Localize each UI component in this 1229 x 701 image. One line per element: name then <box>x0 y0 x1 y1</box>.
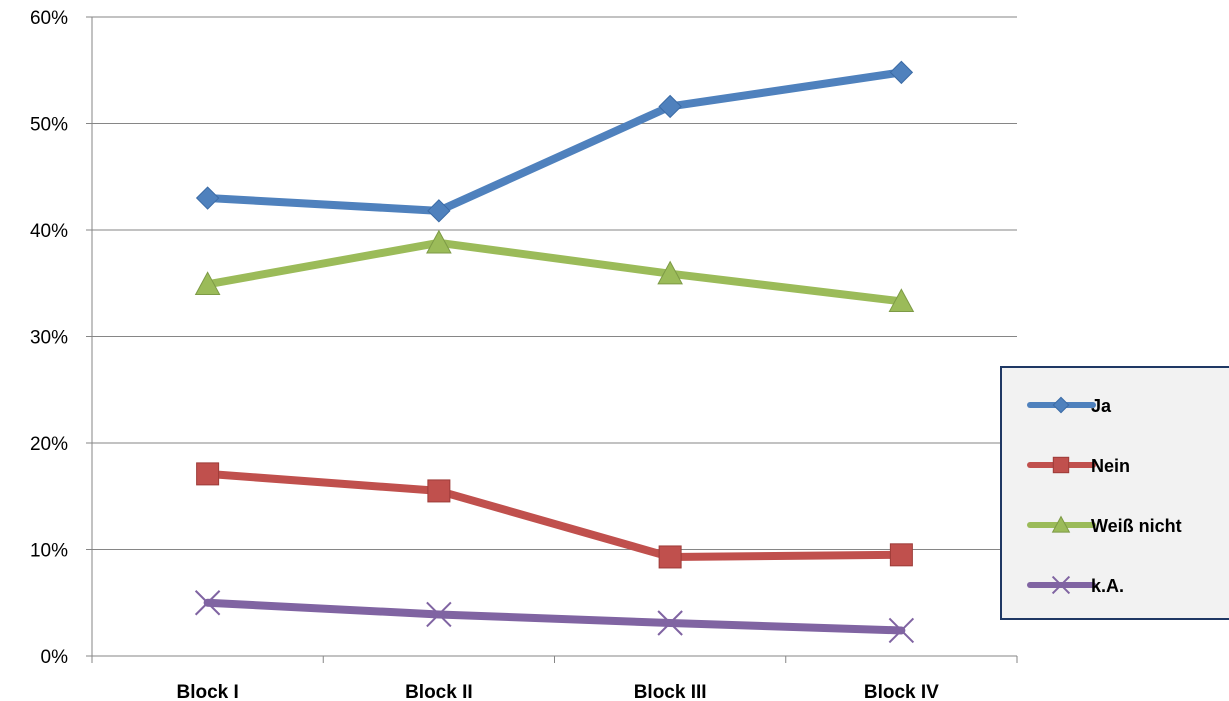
data-point-marker <box>196 462 220 486</box>
y-axis-tick-labels: 0% 10% 20% 30% 40% 50% 60% <box>30 8 68 668</box>
x-tick-label: Block II <box>405 682 473 701</box>
data-point-marker <box>1051 575 1071 595</box>
legend-label: Ja <box>1091 396 1112 416</box>
gridlines <box>92 16 1017 550</box>
legend-label: Nein <box>1091 456 1130 476</box>
marker-stroke <box>1051 575 1071 595</box>
data-point-marker <box>889 60 914 85</box>
marker-stroke <box>426 601 452 628</box>
data-point-marker <box>426 229 452 254</box>
legend-entry: k.A. <box>1027 575 1124 596</box>
series-nein <box>196 462 913 569</box>
y-tick-label: 50% <box>30 115 68 136</box>
data-point-marker <box>658 545 682 569</box>
data-point-marker <box>426 601 452 628</box>
marker-stroke <box>657 610 683 636</box>
data-point-marker <box>657 610 683 636</box>
legend: Ja Nein Weiß nicht k.A. <box>1000 366 1229 620</box>
y-tick-label: 40% <box>30 221 68 242</box>
legend-entry: Ja <box>1027 396 1112 416</box>
y-tick-label: 30% <box>30 328 68 349</box>
series-line <box>203 238 906 306</box>
data-point-marker <box>427 199 451 223</box>
data-point-marker <box>888 617 915 644</box>
data-point-marker <box>1052 456 1070 474</box>
series-lines <box>194 60 915 644</box>
y-tick-label: 0% <box>41 647 69 668</box>
data-point-marker <box>1051 515 1071 533</box>
x-tick-label: Block I <box>176 682 238 701</box>
data-point-marker <box>889 543 913 567</box>
x-tick-label: Block IV <box>864 682 939 701</box>
legend-label: k.A. <box>1091 576 1124 596</box>
data-point-marker <box>427 479 451 503</box>
series-line <box>203 469 906 561</box>
data-point-marker <box>194 590 221 616</box>
series-line <box>203 68 906 215</box>
axes <box>86 16 1018 663</box>
y-tick-label: 20% <box>30 434 68 455</box>
marker-stroke <box>194 590 221 616</box>
series-ja <box>195 60 914 223</box>
data-point-marker <box>658 94 682 119</box>
data-point-marker <box>194 271 221 296</box>
y-tick-label: 10% <box>30 541 68 562</box>
legend-label: Weiß nicht <box>1091 516 1182 536</box>
marker-stroke <box>888 617 915 644</box>
series-k-a- <box>194 590 915 644</box>
x-tick-label: Block III <box>634 682 707 701</box>
y-tick-label: 60% <box>30 8 68 29</box>
legend-box <box>1000 366 1229 620</box>
data-point-marker <box>657 260 683 285</box>
series-line <box>203 598 906 635</box>
legend-entry: Nein <box>1027 456 1130 476</box>
legend-entry: Weiß nicht <box>1027 515 1182 536</box>
data-point-marker <box>888 288 915 313</box>
series-wei-nicht <box>194 229 915 313</box>
x-axis-tick-labels: Block I Block II Block III Block IV <box>176 682 939 701</box>
data-point-marker <box>1052 396 1070 414</box>
data-point-marker <box>195 186 220 210</box>
